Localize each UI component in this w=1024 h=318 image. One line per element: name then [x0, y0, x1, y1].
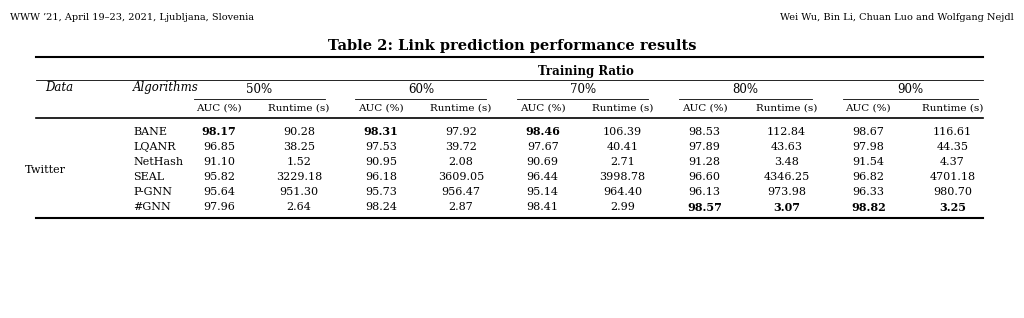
Text: 3.48: 3.48 — [774, 157, 799, 167]
Text: Wei Wu, Bin Li, Chuan Luo and Wolfgang Nejdl: Wei Wu, Bin Li, Chuan Luo and Wolfgang N… — [780, 13, 1014, 22]
Text: 98.67: 98.67 — [852, 127, 885, 137]
Text: 951.30: 951.30 — [280, 187, 318, 197]
Text: Runtime (s): Runtime (s) — [756, 104, 817, 113]
Text: 98.53: 98.53 — [688, 127, 721, 137]
Text: 4346.25: 4346.25 — [763, 172, 810, 183]
Text: 96.82: 96.82 — [852, 172, 885, 183]
Text: 91.10: 91.10 — [203, 157, 236, 167]
Text: 956.47: 956.47 — [441, 187, 480, 197]
Text: Data: Data — [45, 81, 73, 94]
Text: 4701.18: 4701.18 — [929, 172, 976, 183]
Text: 40.41: 40.41 — [606, 142, 639, 152]
Text: Twitter: Twitter — [25, 165, 66, 175]
Text: 98.82: 98.82 — [851, 202, 886, 213]
Text: 95.14: 95.14 — [526, 187, 559, 197]
Text: 97.98: 97.98 — [852, 142, 885, 152]
Text: 3229.18: 3229.18 — [275, 172, 323, 183]
Text: SEAL: SEAL — [133, 172, 164, 183]
Text: 2.08: 2.08 — [449, 157, 473, 167]
Text: Runtime (s): Runtime (s) — [268, 104, 330, 113]
Text: AUC (%): AUC (%) — [520, 104, 565, 113]
Text: Runtime (s): Runtime (s) — [592, 104, 653, 113]
Text: Table 2: Link prediction performance results: Table 2: Link prediction performance res… — [328, 39, 696, 53]
Text: 90.28: 90.28 — [283, 127, 315, 137]
Text: 98.46: 98.46 — [525, 127, 560, 137]
Text: AUC (%): AUC (%) — [682, 104, 727, 113]
Text: 39.72: 39.72 — [444, 142, 477, 152]
Text: 96.44: 96.44 — [526, 172, 559, 183]
Text: 1.52: 1.52 — [287, 157, 311, 167]
Text: 96.85: 96.85 — [203, 142, 236, 152]
Text: 90%: 90% — [897, 83, 924, 96]
Text: 97.96: 97.96 — [203, 202, 236, 212]
Text: AUC (%): AUC (%) — [197, 104, 242, 113]
Text: 60%: 60% — [408, 83, 434, 96]
Text: 96.33: 96.33 — [852, 187, 885, 197]
Text: 106.39: 106.39 — [603, 127, 642, 137]
Text: 90.69: 90.69 — [526, 157, 559, 167]
Text: 2.99: 2.99 — [610, 202, 635, 212]
Text: 2.71: 2.71 — [610, 157, 635, 167]
Text: 90.95: 90.95 — [365, 157, 397, 167]
Text: 98.41: 98.41 — [526, 202, 559, 212]
Text: WWW ’21, April 19–23, 2021, Ljubljana, Slovenia: WWW ’21, April 19–23, 2021, Ljubljana, S… — [10, 13, 254, 22]
Text: #GNN: #GNN — [133, 202, 171, 212]
Text: BANE: BANE — [133, 127, 167, 137]
Text: 3.25: 3.25 — [939, 202, 966, 213]
Text: 50%: 50% — [246, 83, 272, 96]
Text: 112.84: 112.84 — [767, 127, 806, 137]
Text: Runtime (s): Runtime (s) — [430, 104, 492, 113]
Text: 2.64: 2.64 — [287, 202, 311, 212]
Text: 98.17: 98.17 — [202, 127, 237, 137]
Text: 97.53: 97.53 — [365, 142, 397, 152]
Text: Runtime (s): Runtime (s) — [922, 104, 983, 113]
Text: 973.98: 973.98 — [767, 187, 806, 197]
Text: 95.64: 95.64 — [203, 187, 236, 197]
Text: 964.40: 964.40 — [603, 187, 642, 197]
Text: 96.13: 96.13 — [688, 187, 721, 197]
Text: 91.28: 91.28 — [688, 157, 721, 167]
Text: 80%: 80% — [732, 83, 759, 96]
Text: 97.89: 97.89 — [688, 142, 721, 152]
Text: 38.25: 38.25 — [283, 142, 315, 152]
Text: 3609.05: 3609.05 — [437, 172, 484, 183]
Text: 70%: 70% — [569, 83, 596, 96]
Text: NetHash: NetHash — [133, 157, 183, 167]
Text: LQANR: LQANR — [133, 142, 176, 152]
Text: 97.67: 97.67 — [526, 142, 559, 152]
Text: 98.24: 98.24 — [365, 202, 397, 212]
Text: Algorithms: Algorithms — [133, 81, 199, 94]
Text: Training Ratio: Training Ratio — [538, 65, 634, 78]
Text: 91.54: 91.54 — [852, 157, 885, 167]
Text: 3.07: 3.07 — [773, 202, 800, 213]
Text: 4.37: 4.37 — [940, 157, 965, 167]
Text: 98.57: 98.57 — [687, 202, 722, 213]
Text: 97.92: 97.92 — [444, 127, 477, 137]
Text: 98.31: 98.31 — [364, 127, 398, 137]
Text: 95.73: 95.73 — [365, 187, 397, 197]
Text: 2.87: 2.87 — [449, 202, 473, 212]
Text: 116.61: 116.61 — [933, 127, 972, 137]
Text: 980.70: 980.70 — [933, 187, 972, 197]
Text: AUC (%): AUC (%) — [358, 104, 403, 113]
Text: 43.63: 43.63 — [770, 142, 803, 152]
Text: 96.60: 96.60 — [688, 172, 721, 183]
Text: 95.82: 95.82 — [203, 172, 236, 183]
Text: 44.35: 44.35 — [936, 142, 969, 152]
Text: 3998.78: 3998.78 — [599, 172, 646, 183]
Text: AUC (%): AUC (%) — [846, 104, 891, 113]
Text: P-GNN: P-GNN — [133, 187, 172, 197]
Text: 96.18: 96.18 — [365, 172, 397, 183]
